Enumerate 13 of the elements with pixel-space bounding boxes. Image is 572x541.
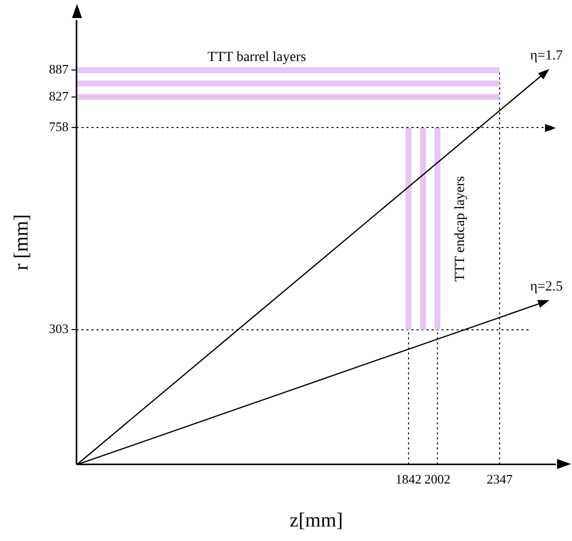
x-axis-title: z[mm]	[290, 509, 343, 532]
x-tick-label: 2347	[486, 472, 514, 487]
y-tick-label: 758	[49, 118, 68, 134]
annotation: η=2.5	[530, 280, 563, 295]
y-tick-label: 303	[49, 321, 68, 336]
y-tick-label: 827	[49, 88, 69, 104]
y-axis-title: r [mm]	[10, 214, 32, 270]
annotation: TTT barrel layers	[208, 50, 306, 66]
x-tick-label: 2002	[424, 472, 450, 487]
x-tick-label: 1842	[396, 472, 422, 487]
y-tick-label: 887	[49, 62, 69, 77]
annotation: TTT endcap layers	[452, 176, 468, 282]
annotation: η=1.7	[530, 48, 563, 64]
